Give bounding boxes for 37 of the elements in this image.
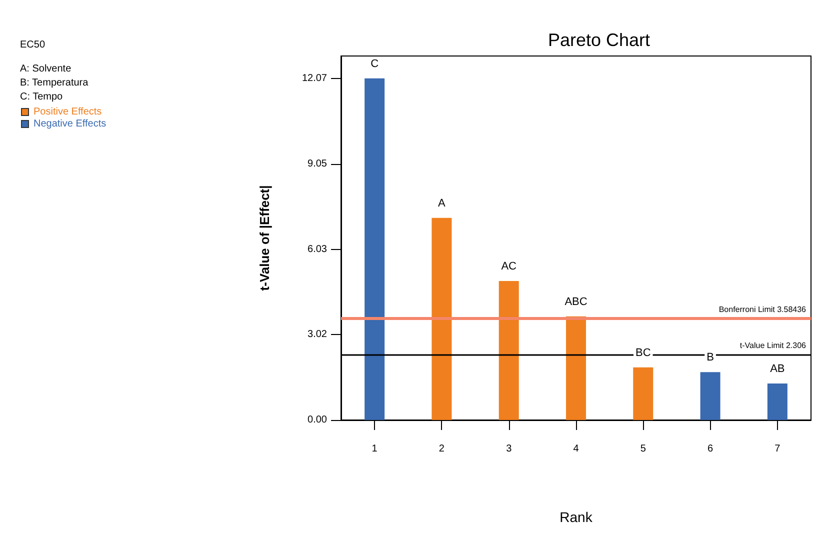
annotation: A: [438, 197, 446, 210]
text: B: Temperatura: [20, 78, 89, 88]
annotation: ABC: [564, 296, 588, 308]
y-axis-title: t-Value of |Effect|: [257, 185, 272, 291]
bar: [364, 78, 385, 420]
ref-line-label: t-Value Limit 2.306: [740, 341, 807, 350]
chart-title: Pareto Chart: [548, 30, 650, 50]
x-tick-label: 6: [708, 444, 714, 454]
bar: [566, 316, 586, 420]
annotation: C: [370, 58, 379, 70]
x-tick-label: 2: [438, 444, 445, 454]
x-tick-label: 7: [774, 444, 781, 454]
annotation: AB: [770, 362, 785, 375]
bar: [498, 281, 519, 420]
legend-label: Positive Effects: [34, 106, 102, 118]
y-tick-label: 3.02: [308, 329, 328, 340]
x-axis-title: Rank: [560, 509, 594, 525]
bar: [432, 218, 452, 420]
x-tick-label: 4: [573, 444, 580, 454]
annotation: AC: [501, 260, 517, 273]
annotation: BC: [636, 346, 651, 359]
annotation: B: [706, 352, 714, 364]
y-tick-label: 0.00: [308, 414, 328, 426]
bar: [700, 372, 720, 420]
text: A: Solvente: [20, 64, 72, 74]
x-tick-label: 5: [640, 444, 646, 454]
x-tick-label: 1: [372, 444, 378, 454]
text: EC50: [20, 40, 46, 50]
bar: [633, 367, 654, 420]
ref-line-label: Bonferroni Limit 3.58436: [718, 305, 807, 314]
y-tick-label: 12.07: [302, 72, 328, 84]
text: C: Tempo: [20, 92, 64, 102]
legend-label: Negative Effects: [34, 118, 106, 130]
bar: [767, 383, 788, 420]
x-tick-label: 3: [506, 444, 512, 454]
y-tick-label: 9.05: [308, 158, 328, 170]
y-tick-label: 6.03: [308, 244, 328, 255]
